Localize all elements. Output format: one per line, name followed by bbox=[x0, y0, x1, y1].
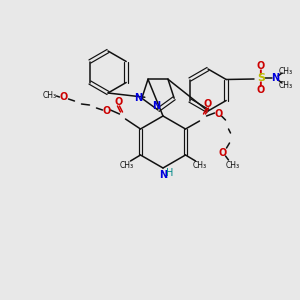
Text: N: N bbox=[134, 93, 142, 103]
Text: CH₃: CH₃ bbox=[279, 67, 293, 76]
Text: O: O bbox=[257, 61, 265, 71]
Text: O: O bbox=[214, 109, 223, 119]
Text: CH₃: CH₃ bbox=[119, 160, 134, 169]
Text: O: O bbox=[257, 85, 265, 95]
Text: N: N bbox=[152, 101, 160, 111]
Text: CH₃: CH₃ bbox=[226, 160, 240, 169]
Text: N: N bbox=[159, 170, 167, 180]
Text: CH₃: CH₃ bbox=[42, 92, 56, 100]
Text: O: O bbox=[102, 106, 111, 116]
Text: O: O bbox=[203, 99, 211, 109]
Text: O: O bbox=[59, 92, 68, 102]
Text: CH₃: CH₃ bbox=[193, 160, 207, 169]
Text: S: S bbox=[257, 73, 265, 83]
Text: O: O bbox=[114, 97, 123, 107]
Text: O: O bbox=[218, 148, 226, 158]
Text: N: N bbox=[271, 73, 279, 83]
Text: CH₃: CH₃ bbox=[279, 80, 293, 89]
Text: H: H bbox=[166, 168, 174, 178]
